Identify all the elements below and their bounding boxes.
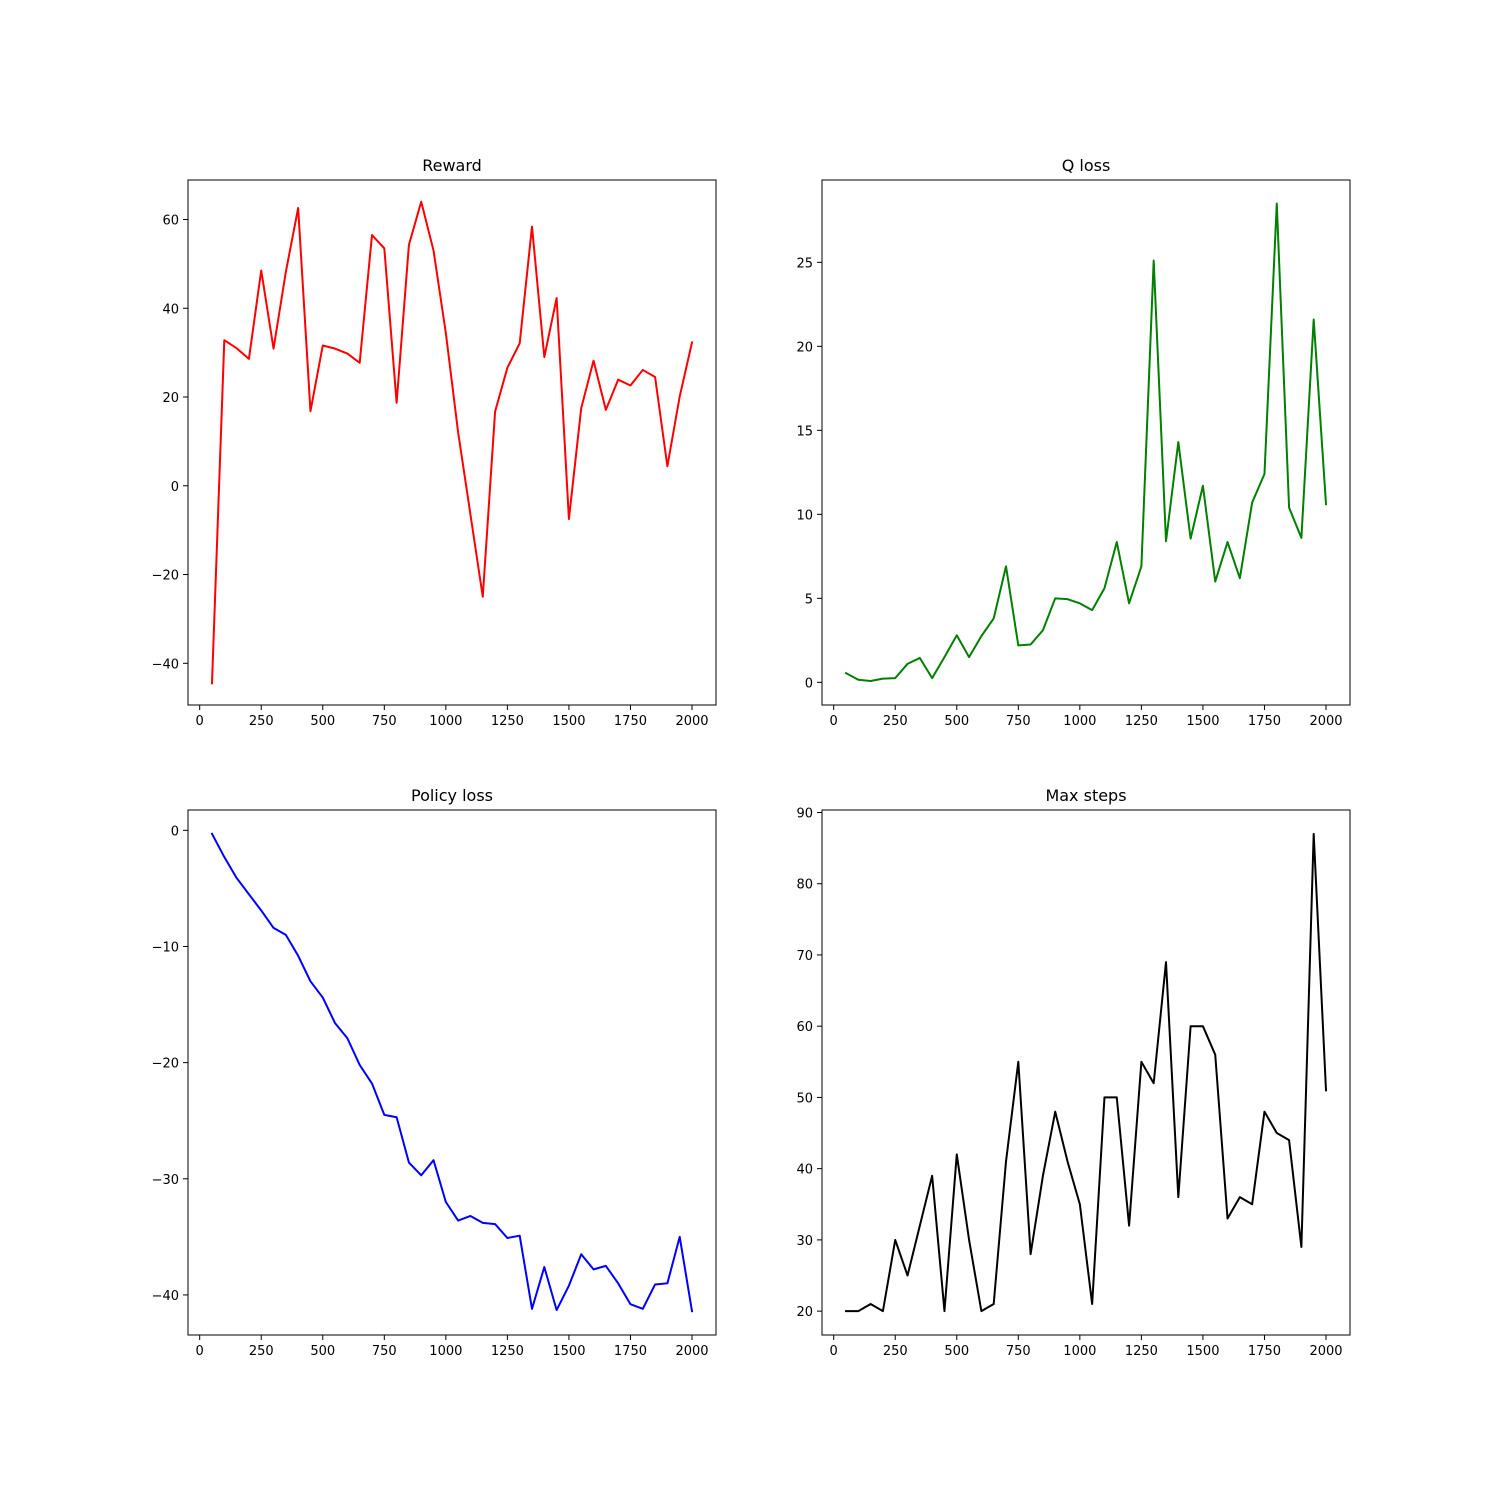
q-loss-x-tick-label: 2000: [1309, 714, 1342, 729]
q-loss-x-tick-label: 750: [1006, 714, 1031, 729]
reward-subplot: Reward 0 250 500 750 1000 1250 1500 1750 2000 −40…: [152, 156, 717, 729]
reward-y-tick-label: −40: [152, 657, 179, 672]
reward-y-tick-label: 60: [162, 213, 179, 228]
reward-series-line: [210, 200, 694, 685]
policy-loss-x-tick-label: 1750: [614, 1344, 647, 1359]
max-steps-x-tick-label: 500: [944, 1344, 969, 1359]
policy-loss-axes-frame: [187, 809, 717, 1336]
max-steps-x-tick-label: 2000: [1309, 1344, 1342, 1359]
q-loss-x-tick-label: 250: [883, 714, 908, 729]
max-steps-x-tick-label: 1250: [1125, 1344, 1158, 1359]
max-steps-y-tick-label: 70: [796, 949, 813, 964]
max-steps-x-tick-label: 1000: [1063, 1344, 1096, 1359]
max-steps-y-tick-label: 80: [796, 878, 813, 893]
q-loss-y-tick-label: 25: [796, 256, 813, 271]
reward-x-tick-label: 0: [196, 714, 204, 729]
reward-x-tick-label: 1500: [552, 714, 585, 729]
q-loss-x-tick-label: 0: [830, 714, 838, 729]
q-loss-y-tick-label: 20: [796, 340, 813, 355]
reward-x-tick-label: 1250: [491, 714, 524, 729]
max-steps-y-tick-label: 40: [796, 1163, 813, 1178]
policy-loss-y-tick-label: −30: [152, 1173, 179, 1188]
q-loss-y-tick-label: 10: [796, 508, 813, 523]
max-steps-y-tick-label: 90: [796, 806, 813, 821]
reward-x-tick-label: 1750: [614, 714, 647, 729]
policy-loss-y-tick-label: 0: [171, 824, 179, 839]
q-loss-title: Q loss: [1062, 156, 1111, 175]
policy-loss-y-tick-label: −10: [152, 940, 179, 955]
reward-x-tick-label: 2000: [675, 714, 708, 729]
policy-loss-x-tick-label: 1000: [429, 1344, 462, 1359]
reward-y-tick-label: 20: [162, 391, 179, 406]
q-loss-axes-frame: [821, 179, 1351, 706]
q-loss-y-tick-label: 0: [805, 676, 813, 691]
reward-x-tick-label: 750: [372, 714, 397, 729]
policy-loss-x-tick-label: 750: [372, 1344, 397, 1359]
policy-loss-x-tick-label: 250: [249, 1344, 274, 1359]
q-loss-series-line: [844, 202, 1328, 682]
q-loss-x-tick-label: 1000: [1063, 714, 1096, 729]
max-steps-x-tick-label: 250: [883, 1344, 908, 1359]
reward-y-tick-label: −20: [152, 569, 179, 584]
max-steps-x-tick-label: 0: [830, 1344, 838, 1359]
policy-loss-title: Policy loss: [411, 786, 493, 805]
max-steps-axes-frame: [821, 809, 1351, 1336]
policy-loss-x-tick-label: 1250: [491, 1344, 524, 1359]
max-steps-y-tick-label: 60: [796, 1020, 813, 1035]
max-steps-y-tick-label: 20: [796, 1305, 813, 1320]
policy-loss-x-tick-label: 0: [196, 1344, 204, 1359]
max-steps-y-tick-label: 50: [796, 1091, 813, 1106]
reward-x-tick-label: 250: [249, 714, 274, 729]
q-loss-x-tick-label: 500: [944, 714, 969, 729]
q-loss-x-tick-label: 1500: [1186, 714, 1219, 729]
max-steps-series-line: [845, 832, 1328, 1313]
q-loss-x-tick-label: 1750: [1248, 714, 1281, 729]
policy-loss-x-tick-label: 500: [310, 1344, 335, 1359]
max-steps-x-tick-label: 1750: [1248, 1344, 1281, 1359]
reward-x-tick-label: 500: [310, 714, 335, 729]
reward-title: Reward: [422, 156, 482, 175]
reward-y-tick-label: 0: [171, 480, 179, 495]
policy-loss-x-tick-label: 1500: [552, 1344, 585, 1359]
q-loss-x-tick-label: 1250: [1125, 714, 1158, 729]
reward-axes-frame: [187, 179, 717, 706]
q-loss-y-tick-label: 15: [796, 424, 813, 439]
policy-loss-y-tick-label: −40: [152, 1289, 179, 1304]
max-steps-title: Max steps: [1045, 786, 1126, 805]
reward-x-tick-label: 1000: [429, 714, 462, 729]
max-steps-x-tick-label: 1500: [1186, 1344, 1219, 1359]
max-steps-subplot: Max steps 0 250 500 750 1000 1250 1500 1750 2000…: [796, 786, 1351, 1359]
q-loss-y-tick-label: 5: [805, 592, 813, 607]
max-steps-x-tick-label: 750: [1006, 1344, 1031, 1359]
policy-loss-y-tick-label: −20: [152, 1057, 179, 1072]
policy-loss-x-tick-label: 2000: [675, 1344, 708, 1359]
q-loss-subplot: Q loss 0 250 500 750 1000 1250 1500 1750 2000 0 5 1…: [796, 156, 1351, 729]
max-steps-y-tick-label: 30: [796, 1234, 813, 1249]
policy-loss-subplot: Policy loss 0 250 500 750 1000 1250 1500 1750 20…: [152, 786, 717, 1359]
reward-y-tick-label: 40: [162, 302, 179, 317]
policy-loss-series-line: [210, 832, 694, 1313]
